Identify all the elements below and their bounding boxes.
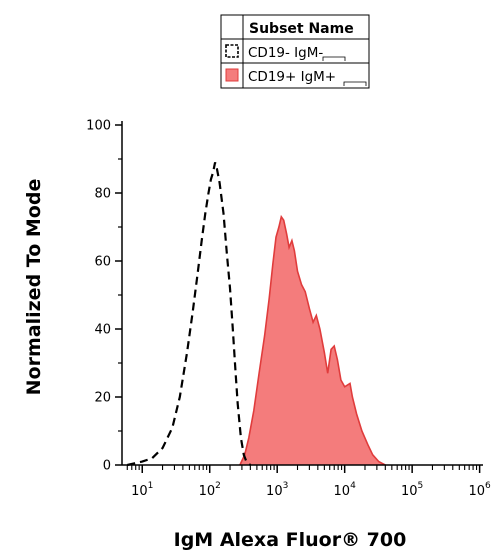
legend: Subset Name CD19- IgM- CD19+ IgM+ [220, 14, 370, 89]
legend-label-cd19-neg: CD19- IgM- [248, 45, 323, 61]
y-tick-label-60: 60 [94, 255, 111, 270]
legend-sparkline-cd19-pos [343, 81, 367, 86]
y-axis-title: Normalized To Mode [23, 179, 45, 396]
series-line-cd19-igm [239, 214, 386, 466]
legend-swatch-cd19-neg [225, 44, 239, 58]
legend-header: Subset Name [249, 21, 354, 37]
y-tick-label-100: 100 [86, 119, 111, 134]
y-tick-label-20: 20 [94, 391, 111, 406]
axes-layer: 0 20 40 60 80 100 101 102 103 104 105 106 [86, 119, 491, 500]
x-tick-label-100000: 105 [401, 481, 423, 499]
legend-label-cd19-pos: CD19+ IgM+ [248, 69, 336, 85]
y-tick-label-40: 40 [94, 323, 111, 338]
series-line-cd19-igm [127, 162, 252, 467]
x-tick-label-100: 102 [199, 481, 221, 499]
x-tick-label-1000: 103 [266, 481, 288, 499]
x-tick-label-1000000: 106 [468, 481, 491, 499]
x-axis-title: IgM Alexa Fluor® 700 [174, 529, 407, 551]
y-tick-label-80: 80 [94, 187, 111, 202]
x-tick-label-10000: 104 [334, 481, 357, 499]
y-tick-label-0: 0 [103, 459, 111, 474]
series-fill-cd19-igm [239, 216, 386, 465]
x-tick-label-10: 101 [131, 481, 153, 499]
legend-sparkline-cd19-neg [322, 56, 346, 61]
series-layer [127, 162, 386, 467]
legend-swatch-cd19-pos [225, 68, 239, 82]
legend-frame [220, 14, 370, 89]
